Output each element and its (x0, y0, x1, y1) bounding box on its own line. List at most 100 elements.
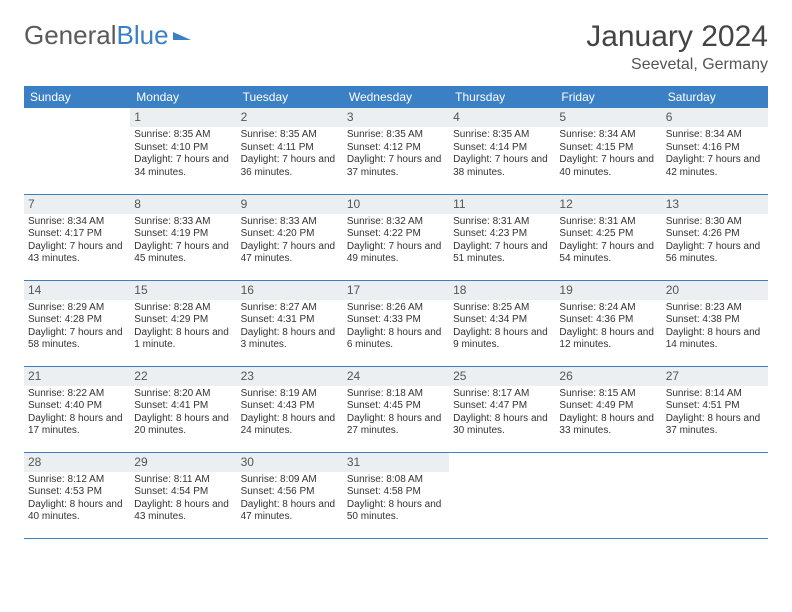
calendar-empty-cell (555, 452, 661, 538)
sunset-line: Sunset: 4:33 PM (347, 314, 445, 327)
sunset-line: Sunset: 4:53 PM (28, 486, 126, 499)
sunrise-line: Sunrise: 8:34 AM (666, 129, 764, 142)
daylight-line: Daylight: 7 hours and 45 minutes. (134, 241, 232, 266)
location: Seevetal, Germany (586, 56, 768, 74)
calendar-day-cell: 29Sunrise: 8:11 AMSunset: 4:54 PMDayligh… (130, 452, 236, 538)
sunset-line: Sunset: 4:22 PM (347, 228, 445, 241)
brand-mark-icon (173, 32, 191, 40)
sunset-line: Sunset: 4:45 PM (347, 400, 445, 413)
weekday-header: Tuesday (237, 86, 343, 108)
daylight-line: Daylight: 8 hours and 40 minutes. (28, 499, 126, 524)
weekday-header: Monday (130, 86, 236, 108)
sunrise-line: Sunrise: 8:35 AM (134, 129, 232, 142)
sunset-line: Sunset: 4:51 PM (666, 400, 764, 413)
calendar-day-cell: 20Sunrise: 8:23 AMSunset: 4:38 PMDayligh… (662, 280, 768, 366)
sunset-line: Sunset: 4:19 PM (134, 228, 232, 241)
daylight-line: Daylight: 8 hours and 3 minutes. (241, 327, 339, 352)
day-number: 28 (24, 453, 130, 472)
calendar-day-cell: 16 Sunrise: 8:27 AMSunset: 4:31 PMDayligh… (237, 280, 343, 366)
sunrise-line: Sunrise: 8:19 AM (241, 388, 339, 401)
sunset-line: Sunset: 4:10 PM (134, 142, 232, 155)
calendar-day-cell: 13Sunrise: 8:30 AMSunset: 4:26 PMDayligh… (662, 194, 768, 280)
calendar-day-cell: 3Sunrise: 8:35 AMSunset: 4:12 PMDaylight… (343, 108, 449, 194)
day-number: 30 (237, 453, 343, 472)
calendar-day-cell: 12 Sunrise: 8:31 AMSunset: 4:25 PMDayligh… (555, 194, 661, 280)
brand-logo: GeneralBlue (24, 20, 191, 51)
day-number: 18 (449, 281, 555, 300)
daylight-line: Daylight: 7 hours and 47 minutes. (241, 241, 339, 266)
day-number: 19 (555, 281, 661, 300)
sunset-line: Sunset: 4:56 PM (241, 486, 339, 499)
calendar-day-cell: 24Sunrise: 8:18 AMSunset: 4:45 PMDayligh… (343, 366, 449, 452)
sunrise-line: Sunrise: 8:22 AM (28, 388, 126, 401)
day-number: 24 (343, 367, 449, 386)
sunset-line: Sunset: 4:36 PM (559, 314, 657, 327)
sunrise-line: Sunrise: 8:34 AM (28, 216, 126, 229)
sunset-line: Sunset: 4:17 PM (28, 228, 126, 241)
daylight-line: Daylight: 7 hours and 51 minutes. (453, 241, 551, 266)
daylight-line: Daylight: 8 hours and 14 minutes. (666, 327, 764, 352)
calendar-day-cell: 21Sunrise: 8:22 AMSunset: 4:40 PMDayligh… (24, 366, 130, 452)
day-number: 21 (24, 367, 130, 386)
sunset-line: Sunset: 4:11 PM (241, 142, 339, 155)
day-number: 10 (343, 195, 449, 214)
daylight-line: Daylight: 7 hours and 43 minutes. (28, 241, 126, 266)
day-number: 13 (662, 195, 768, 214)
calendar-day-cell: 17Sunrise: 8:26 AMSunset: 4:33 PMDayligh… (343, 280, 449, 366)
daylight-line: Daylight: 8 hours and 27 minutes. (347, 413, 445, 438)
calendar-body: 1Sunrise: 8:35 AMSunset: 4:10 PMDaylight… (24, 108, 768, 538)
sunset-line: Sunset: 4:31 PM (241, 314, 339, 327)
calendar-day-cell: 7Sunrise: 8:34 AMSunset: 4:17 PMDaylight… (24, 194, 130, 280)
day-number: 12 (555, 195, 661, 214)
day-number: 17 (343, 281, 449, 300)
calendar-empty-cell (662, 452, 768, 538)
day-number: 4 (449, 108, 555, 127)
sunrise-line: Sunrise: 8:32 AM (347, 216, 445, 229)
calendar-day-cell: 4Sunrise: 8:35 AMSunset: 4:14 PMDaylight… (449, 108, 555, 194)
day-number: 6 (662, 108, 768, 127)
sunset-line: Sunset: 4:15 PM (559, 142, 657, 155)
calendar-week-row: 14Sunrise: 8:29 AMSunset: 4:28 PMDayligh… (24, 280, 768, 366)
sunrise-line: Sunrise: 8:33 AM (241, 216, 339, 229)
sunset-line: Sunset: 4:29 PM (134, 314, 232, 327)
calendar-empty-cell (449, 452, 555, 538)
brand-part1: General (24, 20, 117, 51)
sunrise-line: Sunrise: 8:11 AM (134, 474, 232, 487)
day-number: 16 (237, 281, 343, 300)
calendar-day-cell: 22Sunrise: 8:20 AMSunset: 4:41 PMDayligh… (130, 366, 236, 452)
sunrise-line: Sunrise: 8:28 AM (134, 302, 232, 315)
day-number: 26 (555, 367, 661, 386)
sunset-line: Sunset: 4:25 PM (559, 228, 657, 241)
sunset-line: Sunset: 4:43 PM (241, 400, 339, 413)
day-number: 1 (130, 108, 236, 127)
sunrise-line: Sunrise: 8:20 AM (134, 388, 232, 401)
weekday-header: Friday (555, 86, 661, 108)
day-number: 14 (24, 281, 130, 300)
daylight-line: Daylight: 8 hours and 37 minutes. (666, 413, 764, 438)
daylight-line: Daylight: 7 hours and 54 minutes. (559, 241, 657, 266)
calendar-table: SundayMondayTuesdayWednesdayThursdayFrid… (24, 86, 768, 539)
calendar-day-cell: 1 Sunrise: 8:35 AMSunset: 4:10 PMDaylight… (130, 108, 236, 194)
calendar-day-cell: 19Sunrise: 8:24 AMSunset: 4:36 PMDayligh… (555, 280, 661, 366)
sunset-line: Sunset: 4:20 PM (241, 228, 339, 241)
sunset-line: Sunset: 4:47 PM (453, 400, 551, 413)
sunset-line: Sunset: 4:23 PM (453, 228, 551, 241)
calendar-day-cell: 9 Sunrise: 8:33 AMSunset: 4:20 PMDaylight… (237, 194, 343, 280)
daylight-line: Daylight: 7 hours and 56 minutes. (666, 241, 764, 266)
sunset-line: Sunset: 4:38 PM (666, 314, 764, 327)
sunrise-line: Sunrise: 8:27 AM (241, 302, 339, 315)
sunrise-line: Sunrise: 8:08 AM (347, 474, 445, 487)
daylight-line: Daylight: 8 hours and 9 minutes. (453, 327, 551, 352)
sunset-line: Sunset: 4:34 PM (453, 314, 551, 327)
header: GeneralBlue January 2024 Seevetal, Germa… (24, 20, 768, 74)
daylight-line: Daylight: 8 hours and 1 minute. (134, 327, 232, 352)
title-block: January 2024 Seevetal, Germany (586, 20, 768, 74)
daylight-line: Daylight: 7 hours and 34 minutes. (134, 154, 232, 179)
sunset-line: Sunset: 4:54 PM (134, 486, 232, 499)
sunrise-line: Sunrise: 8:35 AM (453, 129, 551, 142)
weekday-header-row: SundayMondayTuesdayWednesdayThursdayFrid… (24, 86, 768, 108)
daylight-line: Daylight: 8 hours and 6 minutes. (347, 327, 445, 352)
day-number: 9 (237, 195, 343, 214)
day-number: 29 (130, 453, 236, 472)
sunrise-line: Sunrise: 8:31 AM (559, 216, 657, 229)
